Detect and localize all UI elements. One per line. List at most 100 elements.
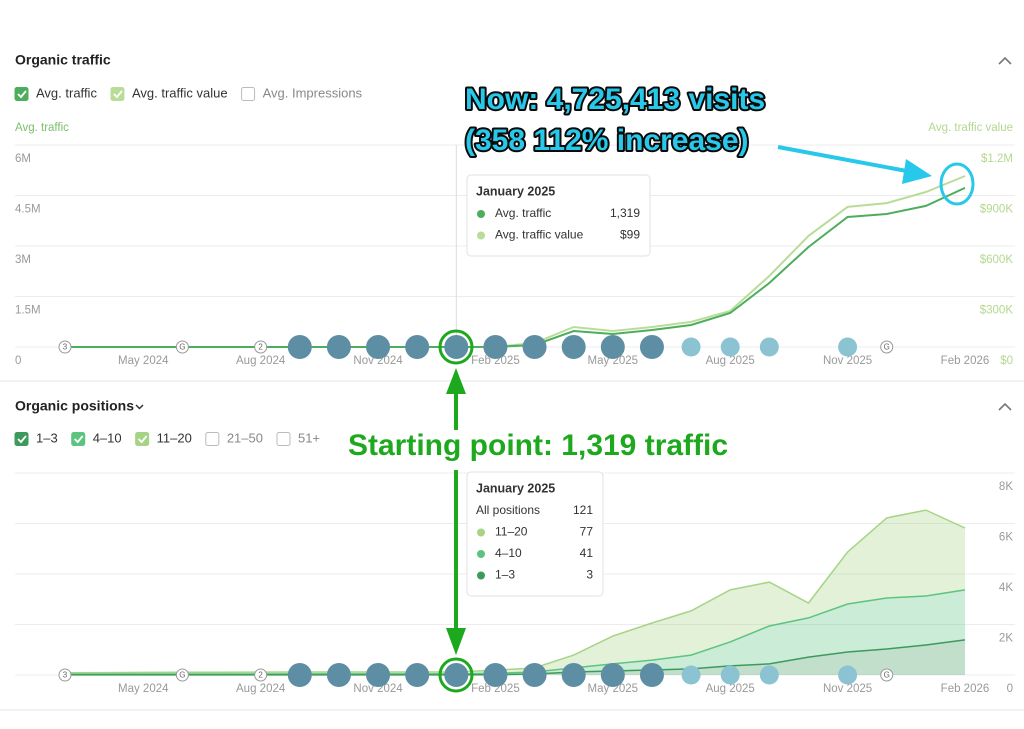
event-marker[interactable]	[880, 668, 894, 682]
dropdown-icon[interactable]	[135, 404, 144, 410]
tooltip-label: Avg. traffic value	[495, 228, 584, 242]
checkmark	[113, 90, 123, 99]
y2-tick-label: $900K	[980, 204, 1014, 216]
legend-label[interactable]: Avg. traffic value	[132, 85, 228, 100]
checkbox[interactable]	[14, 432, 29, 446]
checkbox[interactable]	[241, 87, 256, 101]
x-tick-label: May 2025	[588, 355, 639, 367]
event-marker[interactable]	[838, 665, 858, 685]
tooltip-label: 4–10	[495, 546, 522, 560]
y2-axis-title: Avg. traffic value	[928, 122, 1013, 134]
tooltip	[466, 174, 651, 257]
collapse-icon[interactable]	[998, 402, 1012, 411]
event-label: 3	[63, 343, 68, 352]
event-marker[interactable]	[483, 663, 508, 687]
event-marker[interactable]	[366, 335, 391, 359]
event-marker[interactable]	[522, 335, 547, 359]
event-marker[interactable]	[326, 663, 351, 687]
event-marker[interactable]	[405, 335, 430, 359]
event-marker[interactable]	[561, 335, 586, 359]
checkbox[interactable]	[71, 432, 86, 446]
checkbox[interactable]	[110, 87, 125, 101]
checkbox[interactable]	[135, 432, 150, 446]
event-marker[interactable]	[58, 668, 72, 682]
event-marker[interactable]	[522, 663, 547, 687]
event-marker[interactable]	[444, 663, 469, 687]
event-marker[interactable]	[287, 335, 312, 359]
tooltip-value: $99	[620, 228, 640, 242]
annotations: Now: 4,725,413 visits (358 112% increase…	[346, 81, 975, 693]
event-marker[interactable]	[838, 337, 858, 357]
event-marker[interactable]	[58, 340, 72, 354]
x-tick-label: Aug 2024	[236, 683, 286, 695]
event-marker[interactable]	[720, 337, 740, 357]
event-marker[interactable]	[561, 663, 586, 687]
event-marker[interactable]	[326, 335, 351, 359]
x-tick-label: Feb 2026	[941, 683, 990, 695]
tooltip-title: January 2025	[476, 184, 555, 198]
event-label: 2	[258, 671, 263, 680]
annotation-circle	[438, 329, 474, 365]
checkbox[interactable]	[276, 432, 291, 446]
y2-tick-label: $600K	[980, 254, 1014, 266]
event-marker[interactable]	[175, 668, 189, 682]
tooltip-value: 1,319	[610, 206, 640, 220]
event-marker[interactable]	[600, 335, 625, 359]
x-tick-label: Nov 2025	[823, 355, 872, 367]
event-label: G	[884, 343, 890, 352]
tooltip-title: January 2025	[476, 481, 555, 495]
legend-label[interactable]: 1–3	[36, 430, 58, 445]
event-marker[interactable]	[759, 665, 779, 685]
legend-label[interactable]: 11–20	[157, 430, 192, 445]
y-tick-label: 6M	[15, 153, 31, 165]
legend-label[interactable]: 21–50	[227, 430, 263, 445]
event-marker[interactable]	[287, 663, 312, 687]
checkbox[interactable]	[14, 87, 29, 101]
legend-label[interactable]: Avg. Impressions	[263, 85, 363, 100]
legend-label[interactable]: Avg. traffic	[36, 85, 97, 100]
section-title[interactable]: Organic positions	[15, 398, 134, 414]
x-tick-label: Aug 2025	[706, 355, 755, 367]
annotation-circle	[438, 657, 474, 693]
event-marker[interactable]	[405, 663, 430, 687]
tooltip-label: 11–20	[495, 525, 528, 539]
event-marker[interactable]	[483, 335, 508, 359]
checkmark	[74, 435, 84, 444]
x-tick-label: Feb 2026	[941, 355, 990, 367]
event-marker[interactable]	[366, 663, 391, 687]
checkmark	[17, 90, 27, 99]
y-tick-label: 2K	[999, 633, 1013, 645]
legend-label[interactable]: 4–10	[93, 430, 122, 445]
event-marker[interactable]	[720, 665, 740, 685]
series-area	[65, 639, 965, 675]
event-marker[interactable]	[681, 337, 701, 357]
event-marker[interactable]	[759, 337, 779, 357]
section-title: Organic traffic	[15, 52, 111, 68]
series-line	[65, 639, 966, 676]
event-marker[interactable]	[880, 340, 894, 354]
series-area	[65, 510, 965, 675]
x-tick-label: Nov 2025	[823, 683, 872, 695]
collapse-icon[interactable]	[998, 56, 1012, 65]
y-tick-label: 6K	[999, 532, 1013, 544]
tooltip-label: Avg. traffic	[495, 206, 551, 220]
event-marker[interactable]	[444, 335, 469, 359]
x-tick-label: May 2025	[588, 683, 639, 695]
event-marker[interactable]	[175, 340, 189, 354]
y-tick-label: 1.5M	[15, 305, 41, 317]
event-label: G	[179, 671, 185, 680]
x-tick-label: Feb 2025	[471, 355, 520, 367]
event-marker[interactable]	[639, 663, 664, 687]
event-marker[interactable]	[639, 335, 664, 359]
event-marker[interactable]	[254, 340, 268, 354]
y-tick-label: 0	[15, 355, 21, 367]
event-marker[interactable]	[681, 665, 701, 685]
x-tick-label: Nov 2024	[353, 355, 403, 367]
checkbox[interactable]	[205, 432, 220, 446]
event-marker[interactable]	[600, 663, 625, 687]
x-tick-label: Feb 2025	[471, 683, 520, 695]
legend-label[interactable]: 51+	[298, 430, 320, 445]
annotation-arrow	[777, 145, 913, 174]
event-marker[interactable]	[254, 668, 268, 682]
